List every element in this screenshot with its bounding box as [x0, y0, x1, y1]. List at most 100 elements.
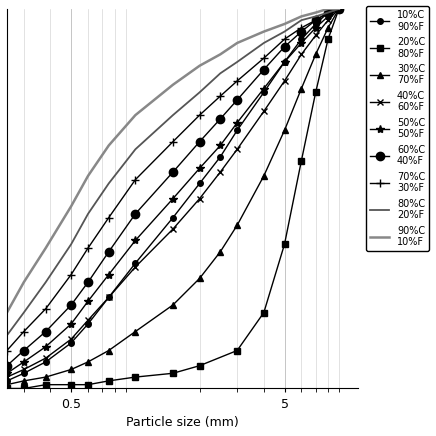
80%C
20%F	[261, 41, 266, 46]
20%C
80%F	[325, 37, 330, 42]
40%C
60%F	[325, 17, 330, 23]
70%C
30%F	[197, 112, 202, 118]
60%C
40%F	[235, 97, 240, 102]
70%C
30%F	[43, 306, 48, 311]
Line: 60%C
40%F: 60%C 40%F	[3, 5, 343, 370]
20%C
80%F	[336, 6, 341, 11]
10%C
90%F	[133, 261, 138, 266]
50%C
50%F	[197, 166, 202, 171]
30%C
70%F	[336, 6, 341, 11]
50%C
50%F	[336, 6, 341, 11]
90%C
10%F	[68, 204, 74, 209]
50%C
50%F	[43, 344, 48, 349]
90%C
10%F	[85, 173, 91, 178]
50%C
50%F	[133, 238, 138, 243]
60%C
40%F	[299, 29, 304, 34]
10%C
90%F	[4, 378, 10, 384]
30%C
70%F	[106, 348, 111, 353]
20%C
80%F	[299, 158, 304, 164]
Line: 40%C
60%F: 40%C 60%F	[3, 5, 342, 381]
90%C
10%F	[261, 29, 266, 34]
30%C
70%F	[282, 128, 287, 133]
Line: 70%C
30%F: 70%C 30%F	[3, 5, 343, 354]
70%C
30%F	[218, 93, 223, 99]
70%C
30%F	[4, 348, 10, 353]
60%C
40%F	[218, 116, 223, 122]
Line: 30%C
70%F: 30%C 70%F	[4, 6, 342, 388]
20%C
80%F	[197, 363, 202, 368]
40%C
60%F	[133, 264, 138, 269]
40%C
60%F	[197, 196, 202, 201]
60%C
40%F	[43, 329, 48, 334]
30%C
70%F	[43, 375, 48, 380]
80%C
20%F	[133, 146, 138, 152]
70%C
30%F	[133, 177, 138, 182]
10%C
90%F	[313, 21, 318, 27]
Line: 80%C
20%F: 80%C 20%F	[7, 9, 339, 335]
90%C
10%F	[218, 52, 223, 57]
50%C
50%F	[261, 86, 266, 91]
70%C
30%F	[235, 78, 240, 84]
20%C
80%F	[170, 371, 176, 376]
30%C
70%F	[325, 25, 330, 31]
30%C
70%F	[197, 276, 202, 281]
40%C
60%F	[85, 317, 91, 323]
40%C
60%F	[261, 109, 266, 114]
60%C
40%F	[106, 249, 111, 254]
80%C
20%F	[85, 211, 91, 216]
30%C
70%F	[21, 378, 27, 384]
50%C
50%F	[68, 321, 74, 327]
50%C
50%F	[313, 25, 318, 31]
60%C
40%F	[21, 348, 27, 353]
30%C
70%F	[85, 359, 91, 364]
40%C
60%F	[313, 33, 318, 38]
90%C
10%F	[170, 82, 176, 87]
50%C
50%F	[4, 371, 10, 376]
70%C
30%F	[106, 215, 111, 220]
70%C
30%F	[68, 272, 74, 277]
10%C
90%F	[170, 215, 176, 220]
60%C
40%F	[133, 211, 138, 216]
40%C
60%F	[106, 295, 111, 300]
50%C
50%F	[170, 196, 176, 201]
60%C
40%F	[282, 44, 287, 49]
60%C
40%F	[197, 139, 202, 144]
60%C
40%F	[336, 6, 341, 11]
20%C
80%F	[261, 310, 266, 315]
20%C
80%F	[133, 375, 138, 380]
50%C
50%F	[218, 143, 223, 148]
40%C
60%F	[170, 226, 176, 232]
50%C
50%F	[21, 359, 27, 364]
40%C
60%F	[68, 337, 74, 342]
50%C
50%F	[106, 272, 111, 277]
70%C
30%F	[325, 10, 330, 15]
80%C
20%F	[336, 6, 341, 11]
70%C
30%F	[261, 55, 266, 61]
80%C
20%F	[21, 310, 27, 315]
40%C
60%F	[336, 6, 341, 11]
60%C
40%F	[170, 170, 176, 175]
10%C
90%F	[218, 154, 223, 160]
40%C
60%F	[282, 78, 287, 84]
80%C
20%F	[218, 71, 223, 76]
90%C
10%F	[21, 279, 27, 285]
10%C
90%F	[21, 371, 27, 376]
10%C
90%F	[261, 90, 266, 95]
80%C
20%F	[43, 279, 48, 285]
80%C
20%F	[106, 181, 111, 186]
Legend: 10%C
90%F, 20%C
80%F, 30%C
70%F, 40%C
60%F, 50%C
50%F, 60%C
40%F, 70%C
30%F, 80%: 10%C 90%F, 20%C 80%F, 30%C 70%F, 40%C 60…	[366, 6, 429, 251]
30%C
70%F	[218, 249, 223, 254]
70%C
30%F	[299, 25, 304, 31]
30%C
70%F	[299, 86, 304, 91]
20%C
80%F	[106, 378, 111, 384]
Line: 90%C
10%F: 90%C 10%F	[7, 9, 339, 313]
40%C
60%F	[235, 146, 240, 152]
90%C
10%F	[336, 6, 341, 11]
20%C
80%F	[313, 90, 318, 95]
10%C
90%F	[85, 321, 91, 327]
50%C
50%F	[325, 14, 330, 19]
50%C
50%F	[235, 120, 240, 125]
70%C
30%F	[85, 245, 91, 251]
10%C
90%F	[106, 295, 111, 300]
Line: 20%C
80%F: 20%C 80%F	[4, 6, 342, 391]
